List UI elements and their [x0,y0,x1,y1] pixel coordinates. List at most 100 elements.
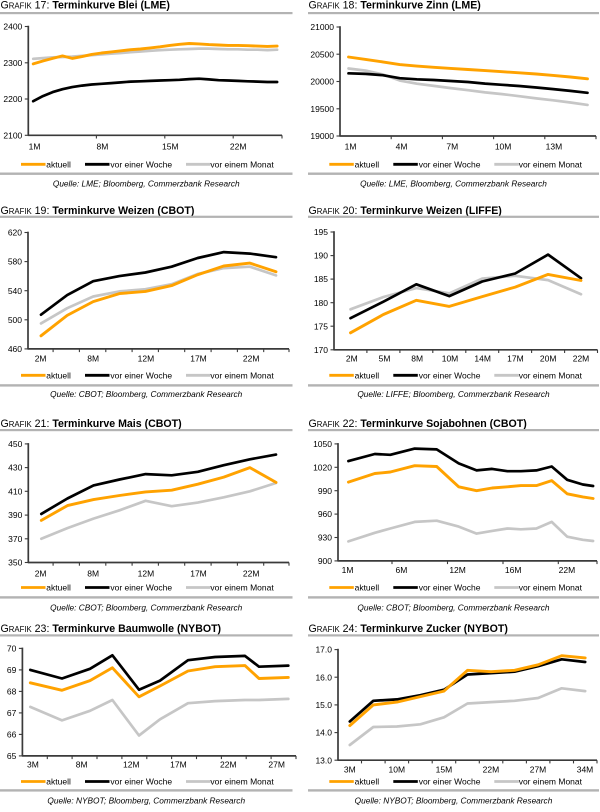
svg-text:7M: 7M [446,141,458,151]
svg-text:Quelle: LIFFE; Bloomberg, Comm: Quelle: LIFFE; Bloomberg, Commerzbank Re… [357,389,550,399]
svg-text:17M: 17M [170,760,187,770]
svg-text:20500: 20500 [310,49,334,59]
svg-text:GRAFIK 20: Terminkurve Weizen: GRAFIK 20: Terminkurve Weizen (LIFFE) [309,205,502,217]
svg-text:1020: 1020 [313,462,332,472]
svg-text:67: 67 [7,708,17,718]
svg-text:1M: 1M [29,141,41,151]
svg-text:GRAFIK 17: Terminkurve Blei (L: GRAFIK 17: Terminkurve Blei (LME) [1,0,170,11]
svg-text:vor einem Monat: vor einem Monat [210,370,274,380]
svg-text:2100: 2100 [3,130,22,140]
svg-text:vor einer Woche: vor einer Woche [419,370,481,380]
svg-text:960: 960 [318,509,332,519]
svg-text:vor einer Woche: vor einer Woche [110,370,172,380]
svg-text:460: 460 [8,344,22,354]
svg-text:430: 430 [8,463,22,473]
svg-text:15M: 15M [436,764,453,774]
svg-text:450: 450 [8,439,22,449]
svg-text:vor einer Woche: vor einer Woche [419,777,481,787]
svg-text:aktuell: aktuell [46,159,71,169]
svg-text:180: 180 [314,298,328,308]
svg-text:190: 190 [314,251,328,261]
svg-text:34M: 34M [577,764,594,774]
svg-text:15.0: 15.0 [315,700,332,710]
svg-text:1M: 1M [345,141,357,151]
svg-text:27M: 27M [268,760,285,770]
svg-text:vor einer Woche: vor einer Woche [419,159,481,169]
svg-text:Quelle: CBOT; Bloomberg, Comme: Quelle: CBOT; Bloomberg, Commerzbank Res… [50,602,243,612]
svg-text:13.0: 13.0 [315,755,332,765]
svg-text:185: 185 [314,274,328,284]
svg-text:Quelle: NYBOT; Bloomberg, Comm: Quelle: NYBOT; Bloomberg, Commerzbank Re… [47,795,245,805]
svg-text:GRAFIK 19: Terminkurve Weizen: GRAFIK 19: Terminkurve Weizen (CBOT) [1,205,195,217]
svg-text:10M: 10M [495,141,512,151]
svg-text:Quelle: CBOT; Bloomberg, Comme: Quelle: CBOT; Bloomberg, Commerzbank Res… [50,389,243,399]
svg-text:vor einer Woche: vor einer Woche [110,159,172,169]
svg-text:27M: 27M [530,764,547,774]
svg-text:17M: 17M [190,354,207,364]
svg-text:12M: 12M [123,760,140,770]
svg-text:GRAFIK 18: Terminkurve Zinn (L: GRAFIK 18: Terminkurve Zinn (LME) [309,0,481,11]
svg-text:aktuell: aktuell [46,777,71,787]
svg-text:Quelle: LME, Bloomberg, Commer: Quelle: LME, Bloomberg, Commerzbank Rese… [360,178,547,188]
svg-text:350: 350 [8,558,22,568]
svg-text:10M: 10M [442,354,459,364]
svg-text:8M: 8M [411,354,423,364]
svg-text:vor einer Woche: vor einer Woche [110,777,172,787]
svg-text:14M: 14M [474,354,491,364]
svg-text:12M: 12M [138,569,155,579]
svg-text:70: 70 [7,644,17,654]
svg-text:2200: 2200 [3,94,22,104]
svg-text:930: 930 [318,533,332,543]
svg-text:20M: 20M [540,354,557,364]
svg-text:GRAFIK 23: Terminkurve Baumwol: GRAFIK 23: Terminkurve Baumwolle (NYBOT) [1,623,222,635]
svg-text:aktuell: aktuell [355,583,380,593]
svg-text:aktuell: aktuell [355,159,380,169]
svg-text:22M: 22M [483,764,500,774]
svg-text:10M: 10M [389,764,406,774]
svg-text:170: 170 [314,345,328,355]
svg-text:68: 68 [7,687,17,697]
svg-text:aktuell: aktuell [46,583,71,593]
svg-text:22M: 22M [243,354,260,364]
svg-text:390: 390 [8,510,22,520]
svg-text:vor einer Woche: vor einer Woche [419,583,481,593]
svg-text:175: 175 [314,321,328,331]
svg-text:19500: 19500 [310,104,334,114]
svg-text:8M: 8M [87,569,99,579]
svg-text:vor einem Monat: vor einem Monat [519,777,583,787]
svg-text:8M: 8M [87,354,99,364]
svg-text:Quelle: LME; Bloomberg, Commer: Quelle: LME; Bloomberg, Commerzbank Rese… [53,178,240,188]
svg-text:8M: 8M [76,760,88,770]
svg-text:16M: 16M [505,565,522,575]
svg-text:2M: 2M [346,354,358,364]
svg-text:vor einem Monat: vor einem Monat [210,583,274,593]
svg-text:22M: 22M [230,141,247,151]
svg-text:19000: 19000 [310,131,334,141]
svg-text:21000: 21000 [310,22,334,32]
svg-text:vor einem Monat: vor einem Monat [519,370,583,380]
svg-text:GRAFIK 21: Terminkurve Mais (C: GRAFIK 21: Terminkurve Mais (CBOT) [1,418,182,430]
svg-text:2300: 2300 [3,58,22,68]
svg-text:4M: 4M [396,141,408,151]
svg-text:20000: 20000 [310,77,334,87]
svg-text:2M: 2M [35,354,47,364]
svg-text:14.0: 14.0 [315,728,332,738]
svg-text:540: 540 [8,286,22,296]
svg-text:vor einer Woche: vor einer Woche [110,583,172,593]
svg-text:5M: 5M [379,354,391,364]
svg-text:15M: 15M [162,141,179,151]
svg-text:8M: 8M [96,141,108,151]
svg-text:vor einem Monat: vor einem Monat [519,159,583,169]
svg-text:500: 500 [8,315,22,325]
svg-text:65: 65 [7,751,17,761]
svg-text:aktuell: aktuell [355,777,380,787]
svg-text:2M: 2M [35,569,47,579]
svg-text:16.0: 16.0 [315,672,332,682]
svg-text:1M: 1M [342,565,354,575]
svg-text:69: 69 [7,665,17,675]
svg-text:3M: 3M [27,760,39,770]
svg-text:17M: 17M [507,354,524,364]
svg-text:17.0: 17.0 [315,645,332,655]
svg-text:2400: 2400 [3,22,22,32]
svg-text:370: 370 [8,534,22,544]
